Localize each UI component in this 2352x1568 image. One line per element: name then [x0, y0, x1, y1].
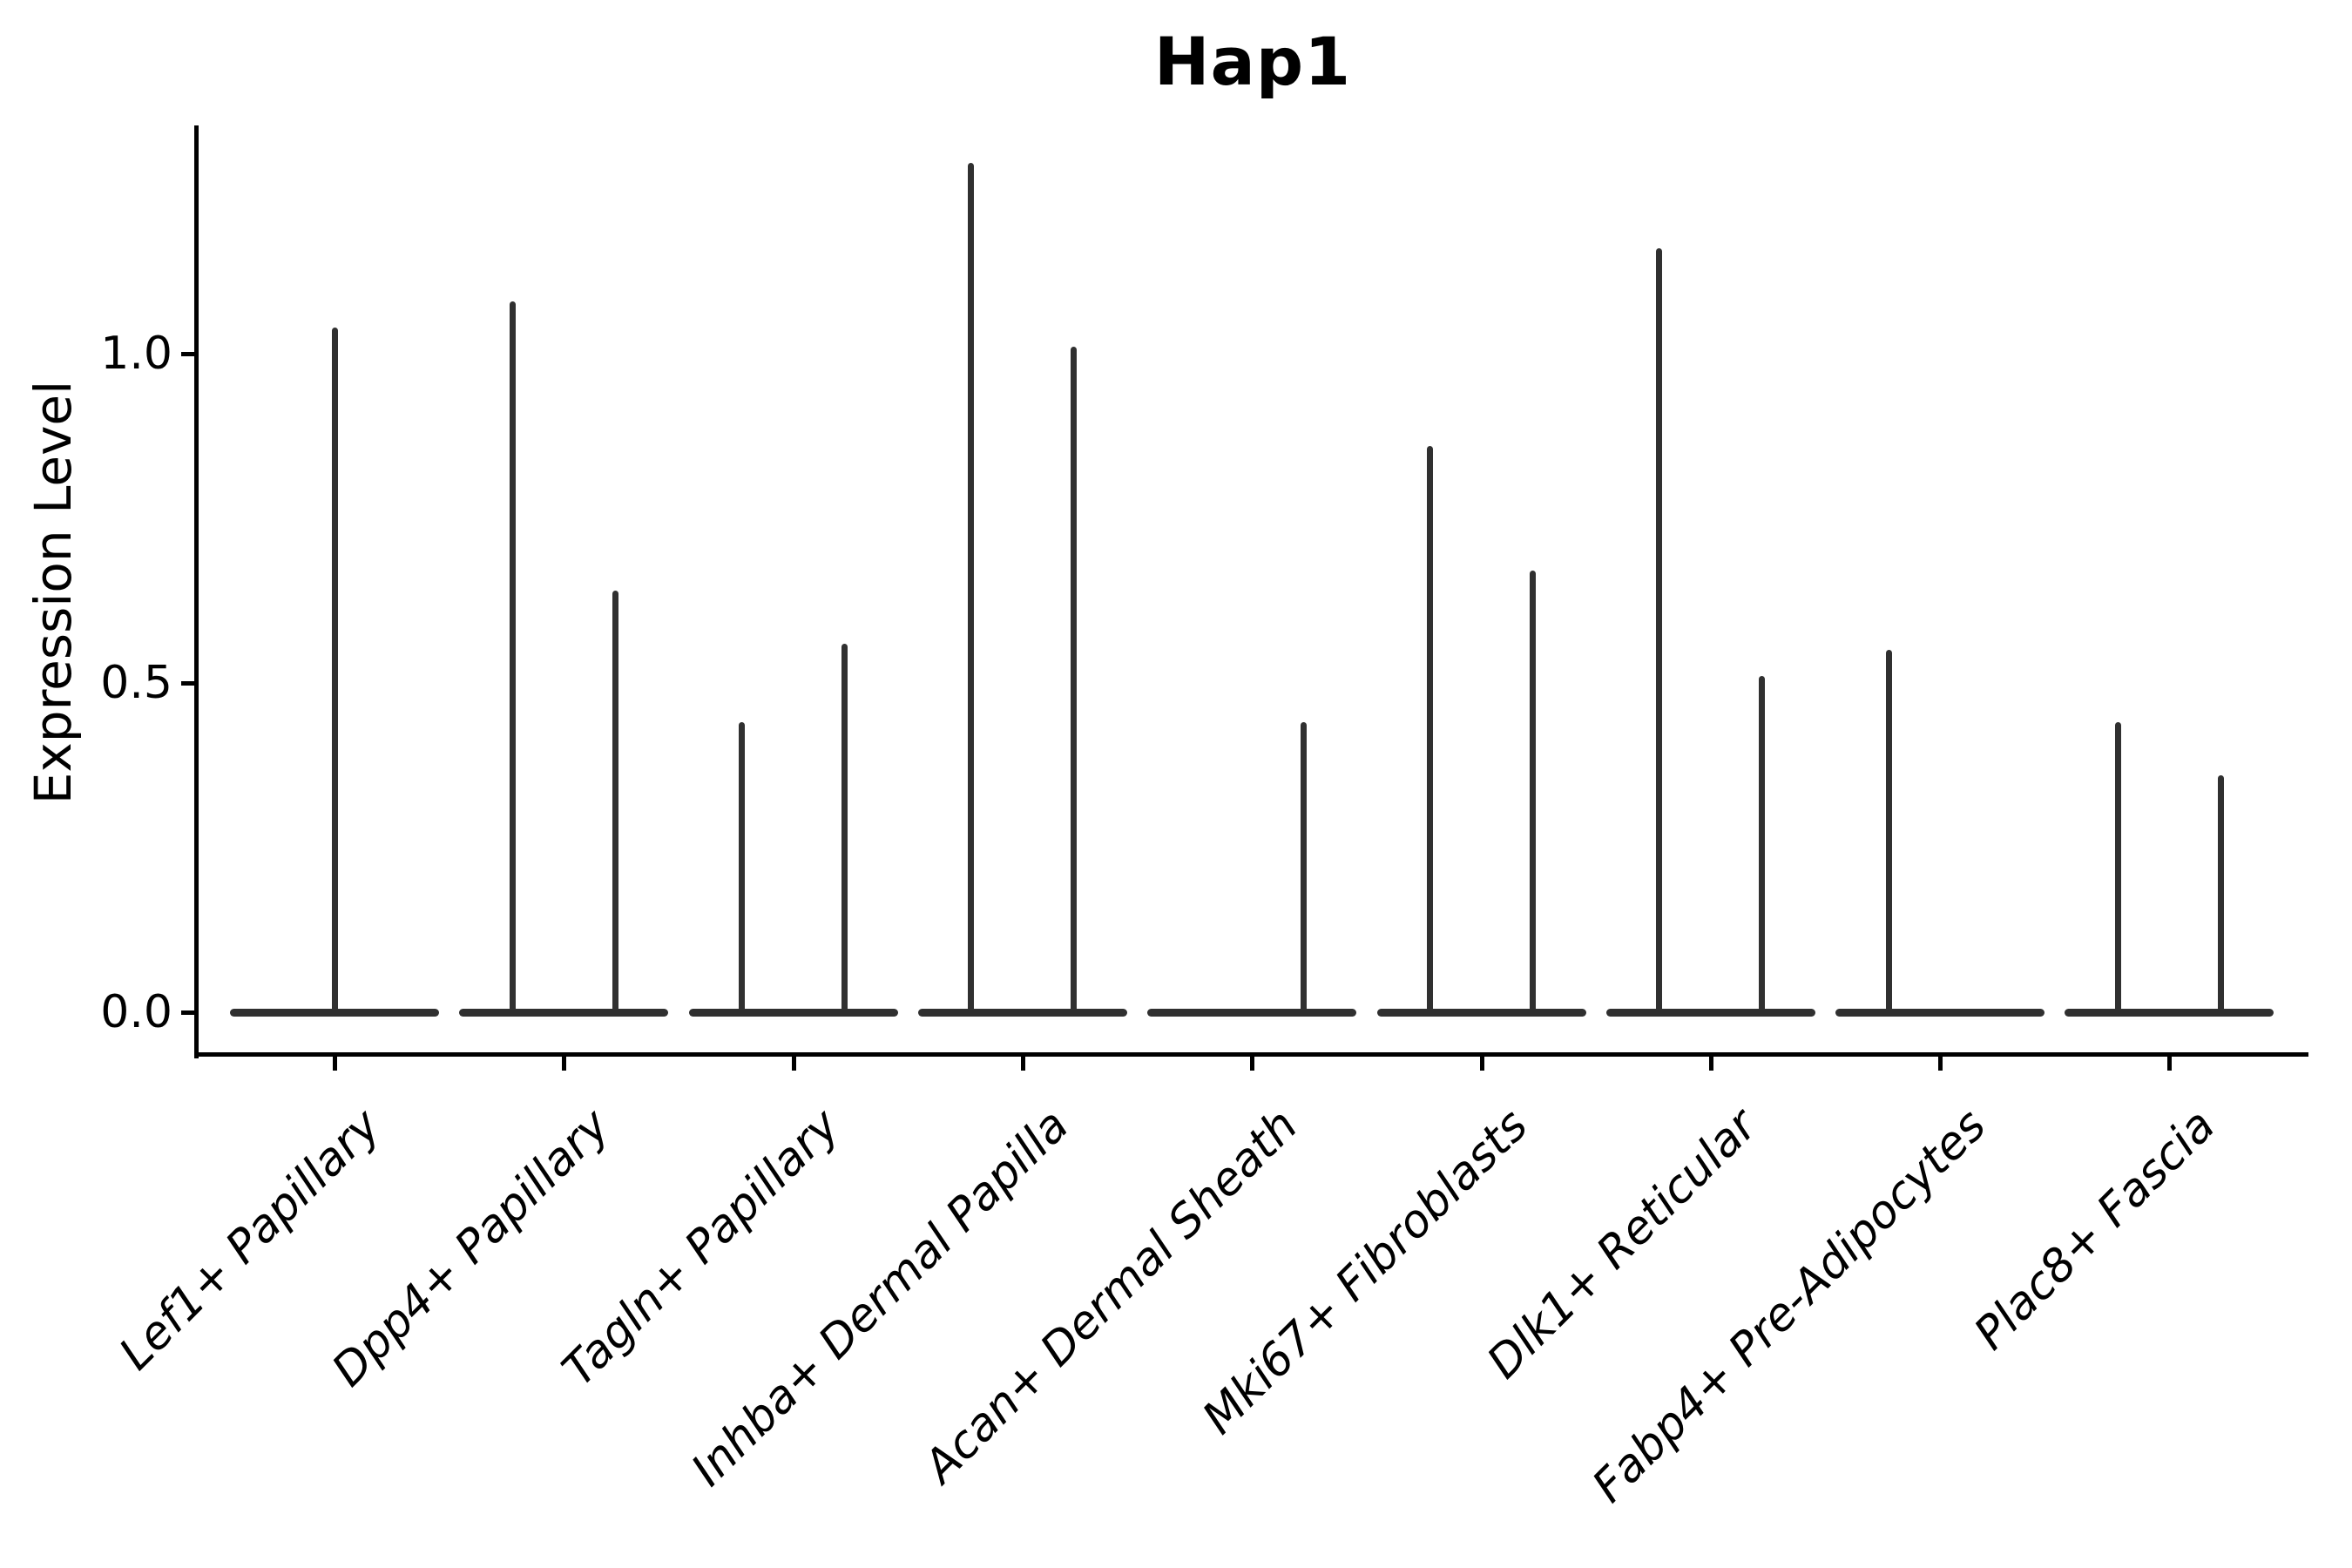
violin-spike	[1656, 248, 1663, 1012]
violin-spike	[1885, 650, 1892, 1012]
x-tick-mark	[2167, 1057, 2173, 1071]
violin-spike	[968, 162, 975, 1012]
violin-spike	[2114, 722, 2121, 1012]
x-tick-mark	[791, 1057, 796, 1071]
violin-baseline	[1147, 1009, 1357, 1017]
chart-title: Hap1	[1153, 23, 1352, 100]
violin-baseline	[1605, 1009, 1815, 1017]
x-axis-spine	[194, 1052, 2308, 1057]
violin-spike	[1759, 676, 1766, 1012]
violin-spike	[1427, 445, 1433, 1012]
x-tick-mark	[1479, 1057, 1484, 1071]
y-tick-mark	[181, 681, 194, 686]
violin-spike	[739, 722, 746, 1012]
violin-spike	[509, 301, 516, 1012]
y-tick-mark	[181, 1010, 194, 1015]
violin-baseline	[1376, 1009, 1586, 1017]
x-tick-mark	[1938, 1057, 1943, 1071]
x-tick-mark	[333, 1057, 337, 1071]
violin-baseline	[459, 1009, 669, 1017]
violin-spike	[1530, 571, 1536, 1012]
x-tick-mark	[562, 1057, 567, 1071]
y-tick-label: 1.0	[100, 328, 172, 380]
violin-spike	[331, 327, 338, 1012]
x-tick-mark	[1250, 1057, 1255, 1071]
violin-spike	[1300, 722, 1307, 1012]
violin-spike	[2217, 774, 2224, 1012]
y-tick-mark	[181, 352, 194, 356]
violin-spike	[1071, 347, 1078, 1012]
x-tick-mark	[1708, 1057, 1713, 1071]
y-tick-label: 0.5	[100, 657, 172, 709]
violin-baseline	[688, 1009, 898, 1017]
violin-baseline	[1835, 1009, 2045, 1017]
violin-spike	[841, 643, 848, 1012]
x-tick-mark	[1020, 1057, 1025, 1071]
y-axis-spine	[194, 125, 199, 1058]
violin-baseline	[230, 1009, 439, 1017]
violin-baseline	[917, 1009, 1127, 1017]
violin-baseline	[2065, 1009, 2274, 1017]
y-tick-label: 0.0	[100, 986, 172, 1038]
violin-spike	[612, 591, 618, 1012]
